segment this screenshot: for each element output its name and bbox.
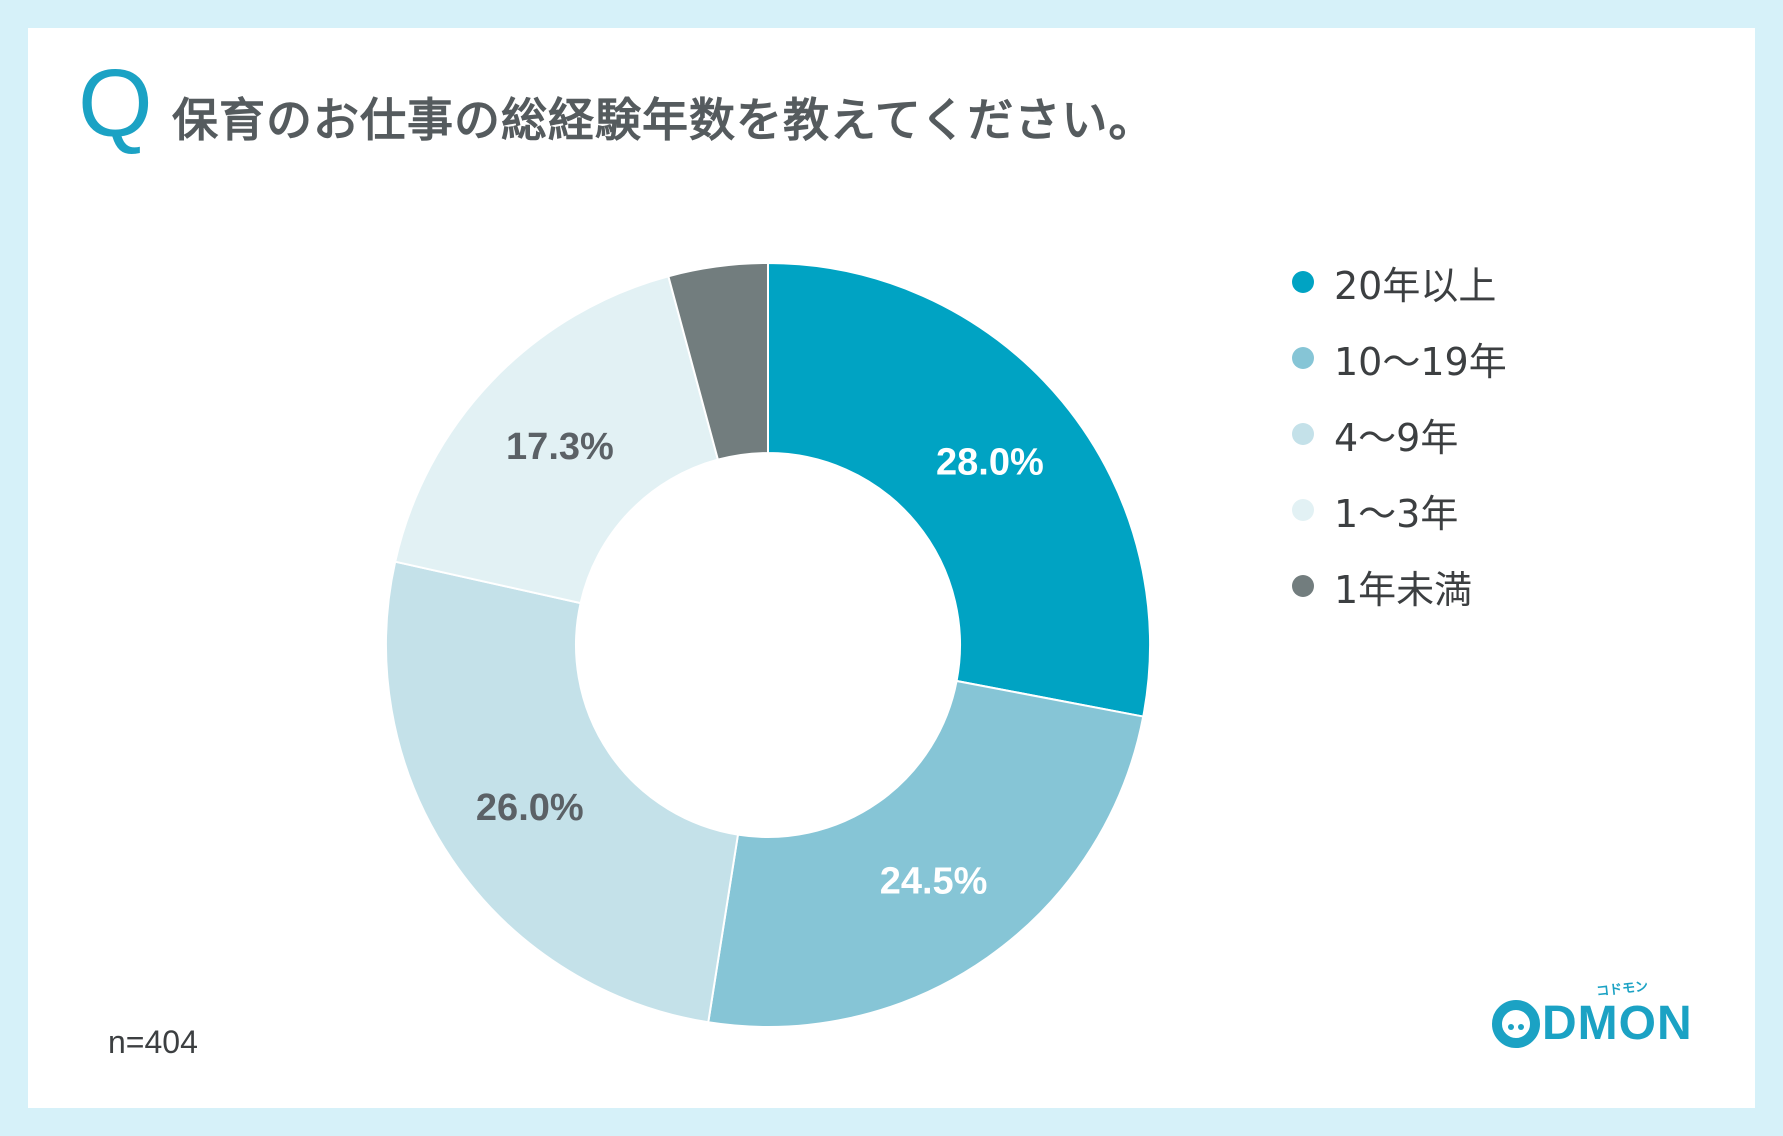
- legend-label: 20年以上: [1334, 263, 1497, 308]
- legend-item-10to19: 10〜19年: [1292, 338, 1507, 384]
- data-label-10to19: 24.5%: [880, 861, 988, 903]
- legend-label: 1〜3年: [1334, 491, 1459, 536]
- donut-slice-1to3: [394, 274, 720, 605]
- legend-dot-icon: [1292, 575, 1314, 597]
- legend-item-4to9: 4〜9年: [1292, 414, 1507, 460]
- data-label-20plus: 28.0%: [936, 441, 1044, 483]
- legend-item-1to3: 1〜3年: [1292, 490, 1507, 536]
- chart-legend: 20年以上 10〜19年 4〜9年 1〜3年 1年未満: [1292, 262, 1507, 642]
- legend-dot-icon: [1292, 423, 1314, 445]
- legend-label: 1年未満: [1334, 567, 1473, 612]
- legend-item-20plus: 20年以上: [1292, 262, 1507, 308]
- legend-label: 4〜9年: [1334, 415, 1459, 460]
- logo-face-icon: [1492, 999, 1540, 1048]
- legend-item-under1: 1年未満: [1292, 566, 1507, 612]
- donut-slice-20plus: [767, 261, 1151, 718]
- data-label-4to9: 26.0%: [476, 787, 584, 829]
- legend-dot-icon: [1292, 347, 1314, 369]
- donut-slice-10to19: [707, 679, 1145, 1028]
- donut-slice-under1: [667, 261, 769, 461]
- donut-slice-4to9: [385, 560, 740, 1024]
- question-title: 保育のお仕事の総経験年数を教えてください。: [172, 93, 1156, 147]
- legend-label: 10〜19年: [1334, 339, 1507, 384]
- codmon-logo: コドモン DMON: [1492, 979, 1693, 1051]
- q-mark: Q: [78, 50, 153, 157]
- sample-size: n=404: [108, 1024, 198, 1060]
- legend-dot-icon: [1292, 499, 1314, 521]
- data-label-1to3: 17.3%: [506, 426, 614, 468]
- legend-dot-icon: [1292, 271, 1314, 293]
- logo-wordmark: DMON: [1542, 997, 1693, 1050]
